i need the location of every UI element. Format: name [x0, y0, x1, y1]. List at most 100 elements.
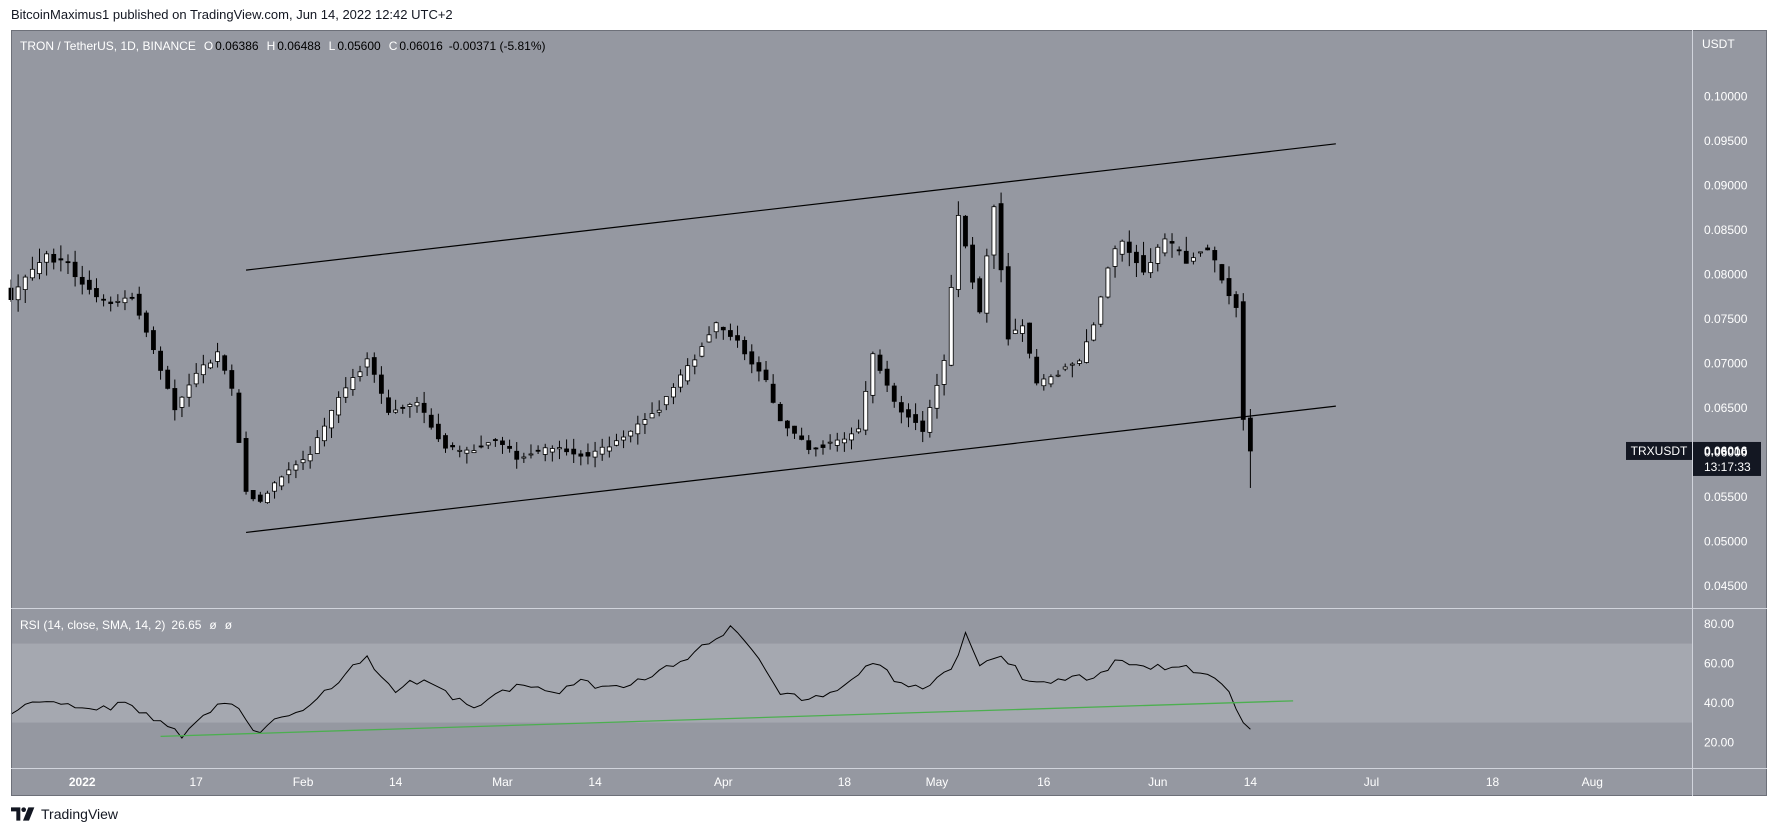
candle-body [763, 369, 769, 381]
candle-body [485, 442, 491, 446]
candle-body [101, 298, 106, 301]
candle-body [977, 278, 983, 313]
candle-body [806, 440, 812, 450]
candle-body [1162, 238, 1168, 254]
time-tick-label: Mar [492, 775, 513, 789]
candle [457, 445, 463, 458]
candle [1119, 239, 1125, 262]
candle [1126, 230, 1132, 267]
lower-channel-line[interactable] [245, 405, 1336, 534]
legend-symbol: TRON / TetherUS, 1D, BINANCE [20, 39, 196, 53]
candle-body [549, 448, 555, 453]
candle [179, 396, 185, 418]
candle [407, 402, 413, 418]
candle [678, 369, 683, 393]
candle-body [1155, 246, 1161, 264]
candle-body [300, 459, 306, 464]
candle [870, 351, 876, 404]
candle-body [257, 494, 263, 502]
price-badge[interactable] [1693, 441, 1761, 476]
candle [792, 425, 797, 439]
candle [1198, 251, 1203, 257]
candle-body [1119, 240, 1125, 255]
candle-body [1105, 267, 1111, 298]
candle [464, 446, 470, 464]
candle-body [542, 447, 548, 455]
tradingview-footer[interactable]: TradingView [11, 806, 118, 822]
candle [1112, 245, 1118, 278]
rsi-legend-extra: ø [225, 618, 233, 632]
candle-body [706, 334, 712, 343]
candle-body [606, 446, 612, 452]
candle-body [393, 409, 399, 413]
legend-open-label: O [204, 39, 213, 53]
candle-body [991, 206, 997, 256]
candle [193, 363, 199, 388]
candle [1233, 291, 1239, 318]
time-tick-label: Feb [293, 775, 314, 789]
upper-channel-line[interactable] [245, 143, 1336, 271]
legend-high-value: 0.06488 [277, 39, 321, 53]
candle-body [571, 448, 577, 455]
candle [1041, 374, 1047, 391]
candle-body [215, 351, 220, 362]
candle [229, 364, 235, 396]
candle [1162, 233, 1168, 257]
candle-body [1084, 341, 1089, 363]
candle [528, 444, 534, 459]
candle [941, 354, 947, 396]
candle [585, 443, 591, 465]
candle-body [22, 276, 28, 290]
candle [435, 413, 441, 442]
candle-body [186, 384, 192, 398]
candle [592, 441, 598, 468]
candle-body [129, 296, 135, 299]
candle-body [578, 453, 584, 457]
price-tick-label: 0.08500 [1704, 223, 1748, 237]
price-tick-label: 0.09500 [1704, 134, 1748, 148]
candle-body [557, 447, 562, 450]
candle [115, 294, 121, 307]
candle-body [720, 326, 726, 331]
candle [955, 201, 961, 298]
candle-body [236, 392, 242, 443]
candle-body [834, 439, 840, 446]
candle [378, 366, 384, 404]
price-tick-label: 0.09000 [1704, 179, 1748, 193]
candle-body [65, 261, 71, 264]
candle [685, 358, 691, 385]
candle [1205, 244, 1211, 251]
time-tick-label: 17 [190, 775, 204, 789]
candle [350, 368, 356, 396]
candle [906, 403, 911, 428]
candle-body [457, 449, 463, 452]
candle-body [492, 439, 498, 441]
rsi-trendline[interactable] [160, 700, 1294, 738]
candle [834, 432, 840, 452]
candle-body [827, 441, 833, 444]
candle [977, 276, 983, 314]
symbol-badge[interactable] [1626, 441, 1692, 460]
candle-body [450, 445, 456, 448]
candle [151, 326, 156, 354]
candle [158, 346, 163, 380]
candle [243, 431, 249, 495]
candle-body [279, 476, 285, 487]
rsi-line [10, 625, 1251, 739]
candle-body [122, 297, 128, 304]
candle-body [941, 360, 947, 385]
candle [215, 342, 220, 368]
candle [549, 445, 555, 462]
candle-body [898, 402, 904, 413]
candle [1084, 329, 1089, 364]
candle [322, 417, 327, 447]
candle [51, 248, 57, 270]
candle [1176, 246, 1182, 256]
candle-body [165, 369, 171, 389]
candle-body [884, 368, 890, 386]
candle [891, 382, 897, 408]
candle [286, 462, 292, 484]
candle [1226, 266, 1232, 305]
candle [257, 491, 263, 504]
